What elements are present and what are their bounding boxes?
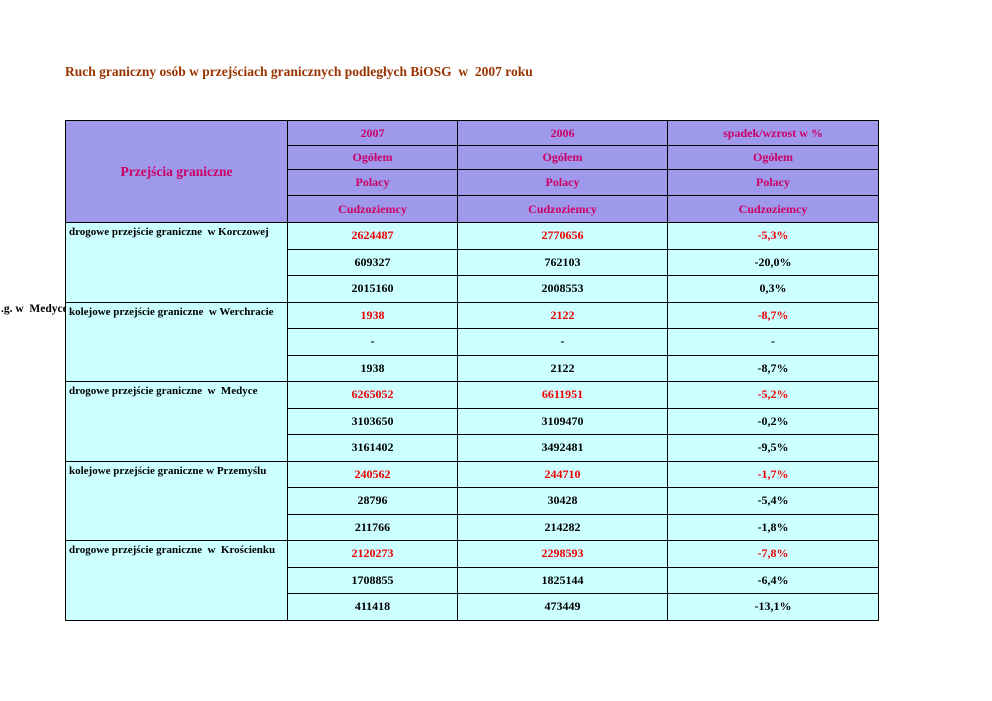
table-row: 28796 30428 -5,4% [66,487,879,515]
value-cell: -5,2% [667,381,879,409]
subheader-row-foreigners: Cudzoziemcy Cudzoziemcy Cudzoziemcy [66,195,879,223]
value-cell: 411418 [287,593,458,621]
table-body: drogowe przejście graniczne w Korczowej 2… [65,222,879,621]
table-row: kolejowe przejście graniczne w Werchraci… [65,301,879,382]
value-cell: -5,4% [667,487,879,515]
value-cell: -1,8% [667,513,879,541]
value-cell: 3109470 [457,407,668,435]
poles-label: Polacy [667,169,879,196]
table-row: drogowe przejście graniczne w Krościenku… [65,540,879,621]
year-2007-header: 2007 [287,120,458,146]
value-cell: -9,5% [667,434,879,462]
table-row: 609327 762103 -20,0% [66,248,879,276]
value-cell: 244710 [457,460,668,488]
margin-note: .g. w Medyce [1,303,68,315]
value-cell: 473449 [457,593,668,621]
total-label: Ogółem [457,145,668,170]
table-row: drogowe przejście graniczne w Korczowej 2… [65,222,879,303]
poles-label: Polacy [457,169,668,196]
value-cell: 211766 [287,513,458,541]
foreigners-label: Cudzoziemcy [287,195,458,223]
value-cell: -7,8% [667,540,879,568]
subheader-row-total: Ogółem Ogółem Ogółem [66,145,879,170]
crossing-name: kolejowe przejście graniczne w Werchraci… [65,301,288,382]
value-cell: -0,2% [667,407,879,435]
value-cell: 240562 [287,460,458,488]
value-cell: -13,1% [667,593,879,621]
value-cell: 28796 [287,487,458,515]
value-cell: 2770656 [457,222,668,250]
value-cell: 2122 [457,354,668,382]
year-2006-header: 2006 [457,120,668,146]
table-row: 411418 473449 -13,1% [66,593,879,621]
crossing-name: drogowe przejście graniczne w Medyce [65,381,288,462]
change-pct-header: spadek/wzrost w % [667,120,879,146]
total-label: Ogółem [667,145,879,170]
value-cell: 609327 [287,248,458,276]
value-cell: 214282 [457,513,668,541]
crossing-name: kolejowe przejście graniczne w Przemyślu [65,460,288,541]
crossings-header-cell: Przejścia graniczne [65,120,288,223]
crossing-name: drogowe przejście graniczne w Krościenku [65,540,288,621]
subheader-row-poles: Polacy Polacy Polacy [66,169,879,196]
total-label: Ogółem [287,145,458,170]
value-cell: - [287,328,458,356]
value-cell: -20,0% [667,248,879,276]
table-header: Przejścia graniczne 2007 2006 spadek/wzr… [65,120,879,223]
value-cell: - [457,328,668,356]
value-cell: 2008553 [457,275,668,303]
value-cell: 2122 [457,301,668,329]
value-cell: 1938 [287,354,458,382]
value-cell: 1708855 [287,566,458,594]
value-cell: 3492481 [457,434,668,462]
value-cell: -8,7% [667,301,879,329]
table-row: drogowe przejście graniczne w Medyce 6265… [65,381,879,462]
table-row: 2015160 2008553 0,3% [66,275,879,303]
table-row: 3161402 3492481 -9,5% [66,434,879,462]
value-cell: -8,7% [667,354,879,382]
value-cell: 3161402 [287,434,458,462]
poles-label: Polacy [287,169,458,196]
value-cell: 2298593 [457,540,668,568]
value-cell: 1825144 [457,566,668,594]
page-title: Ruch graniczny osób w przejściach granic… [65,64,533,79]
value-cell: 3103650 [287,407,458,435]
table-row: kolejowe przejście graniczne w Przemyślu… [65,460,879,541]
crossing-name: drogowe przejście graniczne w Korczowej [65,222,288,303]
foreigners-label: Cudzoziemcy [457,195,668,223]
year-header-row: Przejścia graniczne 2007 2006 spadek/wzr… [65,120,879,223]
value-cell: 0,3% [667,275,879,303]
table-row: 211766 214282 -1,8% [66,513,879,541]
value-cell: 2120273 [287,540,458,568]
value-cell: 2015160 [287,275,458,303]
value-cell: 2624487 [287,222,458,250]
table-row: 3103650 3109470 -0,2% [66,407,879,435]
value-cell: -1,7% [667,460,879,488]
value-cell: - [667,328,879,356]
value-cell: 762103 [457,248,668,276]
foreigners-label: Cudzoziemcy [667,195,879,223]
value-cell: 1938 [287,301,458,329]
table-row: --- [66,328,879,356]
value-cell: -6,4% [667,566,879,594]
value-cell: 30428 [457,487,668,515]
value-cell: 6611951 [457,381,668,409]
value-cell: 6265052 [287,381,458,409]
table-row: 1708855 1825144 -6,4% [66,566,879,594]
value-cell: -5,3% [667,222,879,250]
border-traffic-table: Przejścia graniczne 2007 2006 spadek/wzr… [65,120,879,621]
